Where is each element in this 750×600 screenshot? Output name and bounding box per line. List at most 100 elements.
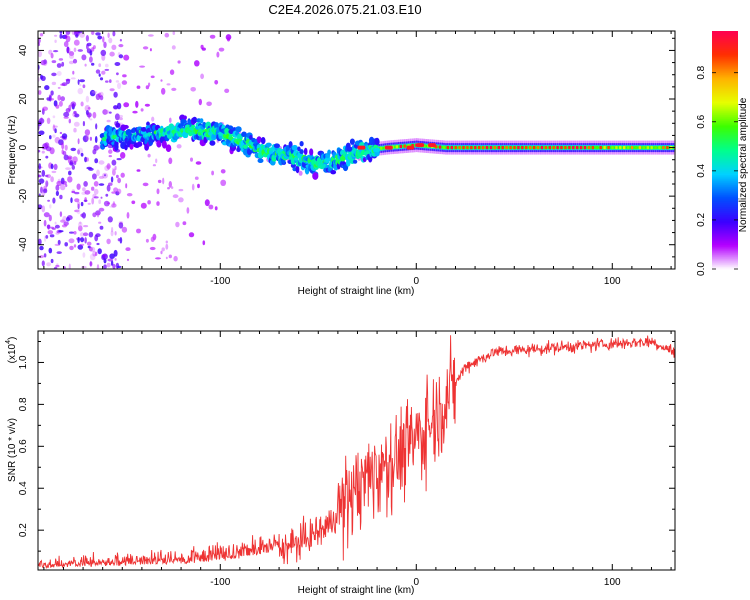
exponent-close: ) (7, 337, 18, 340)
noise-cell (98, 73, 101, 77)
noise-cell (147, 153, 151, 158)
noise-cell (144, 103, 150, 107)
colorbar-cell (712, 165, 738, 168)
noise-cell (171, 87, 177, 91)
noise-cell (80, 101, 84, 107)
snr-panel: -100 0 100 0.2 0.4 0.6 0.8 1.0 Height of strai… (5, 330, 676, 596)
snr-frame (37, 330, 676, 571)
noise-cell (200, 73, 205, 80)
colorbar-cell (712, 171, 738, 174)
noise-cell (90, 31, 95, 35)
noise-cell (47, 230, 54, 235)
noise-cell (62, 215, 67, 223)
colorbar-cell (712, 105, 738, 108)
noise-cell (101, 70, 106, 75)
noise-cell (95, 251, 98, 256)
noise-cell (142, 46, 149, 50)
noise-cell (82, 121, 85, 127)
colorbar-cell (712, 233, 738, 236)
noise-cell (77, 138, 80, 145)
noise-cell (136, 169, 141, 172)
noise-cell (73, 110, 77, 115)
noise-cell (173, 255, 178, 262)
ridge-cell (462, 146, 465, 150)
noise-cell (64, 242, 68, 247)
noise-cell (105, 193, 109, 197)
noise-cell (100, 196, 103, 199)
colorbar-cell (712, 45, 738, 48)
noise-cell (202, 240, 206, 246)
noise-cell (83, 199, 88, 202)
ridge-cell (191, 123, 195, 129)
colorbar-cell (712, 63, 738, 66)
noise-cell (165, 240, 168, 244)
colorbar-cell (712, 141, 738, 144)
noise-cell (96, 264, 100, 269)
noise-cell (168, 181, 172, 188)
colorbar-cell (712, 259, 738, 262)
noise-cell (98, 221, 102, 224)
noise-cell (52, 50, 59, 53)
ridge-cell (478, 146, 481, 150)
colorbar-cell (712, 223, 738, 226)
ridge-cell (146, 121, 150, 127)
ridge-cell (548, 146, 551, 150)
colorbar-cell (712, 59, 738, 62)
noise-cell (94, 158, 99, 164)
noise-cell (112, 31, 116, 37)
noise-cell (44, 213, 50, 217)
noise-cell (84, 129, 91, 136)
noise-cell (80, 243, 85, 246)
ridge-cell (611, 146, 614, 150)
noise-cell (86, 241, 92, 246)
ridge-cell (303, 147, 308, 155)
noise-cell (91, 62, 95, 66)
ridge-cell (227, 125, 234, 130)
noise-cell (132, 110, 138, 114)
noise-cell (142, 182, 149, 187)
noise-cell (220, 169, 226, 174)
noise-cell (110, 176, 114, 183)
noise-cell (82, 212, 86, 219)
noise-cell (77, 244, 84, 250)
noise-cell (182, 221, 187, 226)
x-tick-label: -100 (210, 577, 230, 588)
noise-cell (60, 219, 66, 223)
noise-cell (58, 58, 64, 61)
noise-cell (94, 136, 98, 143)
colorbar-cell (712, 97, 738, 100)
noise-cell (87, 202, 91, 205)
noise-cell (218, 47, 225, 52)
noise-cell (118, 44, 124, 48)
noise-cell (77, 237, 80, 244)
noise-cell (38, 149, 41, 153)
ridge-cell (446, 146, 449, 150)
noise-cell (115, 80, 120, 83)
ridge-cell (583, 146, 587, 150)
colorbar-cell (712, 227, 738, 230)
noise-cell (214, 80, 219, 85)
noise-cell (42, 106, 48, 111)
noise-cell (113, 91, 118, 98)
noise-cell (198, 98, 202, 106)
noise-cell (112, 169, 116, 176)
ridge-cell (603, 146, 606, 150)
noise-cell (123, 102, 130, 108)
noise-cell (188, 232, 195, 238)
noise-cell (186, 207, 190, 214)
ridge-cell (156, 140, 162, 148)
colorbar-cell (712, 77, 738, 80)
noise-cell (49, 234, 55, 238)
noise-cell (78, 221, 83, 228)
noise-cell (91, 197, 95, 205)
colorbar-cell (712, 221, 738, 224)
noise-cell (114, 258, 117, 261)
ridge-cell (642, 146, 645, 150)
colorbar-cell (712, 51, 738, 54)
noise-cell (131, 200, 136, 205)
noise-cell (42, 188, 48, 194)
noise-cell (115, 191, 120, 196)
noise-cell (113, 105, 119, 110)
ridge-cell (474, 146, 477, 150)
y-tick-label: 0.2 (18, 523, 29, 537)
